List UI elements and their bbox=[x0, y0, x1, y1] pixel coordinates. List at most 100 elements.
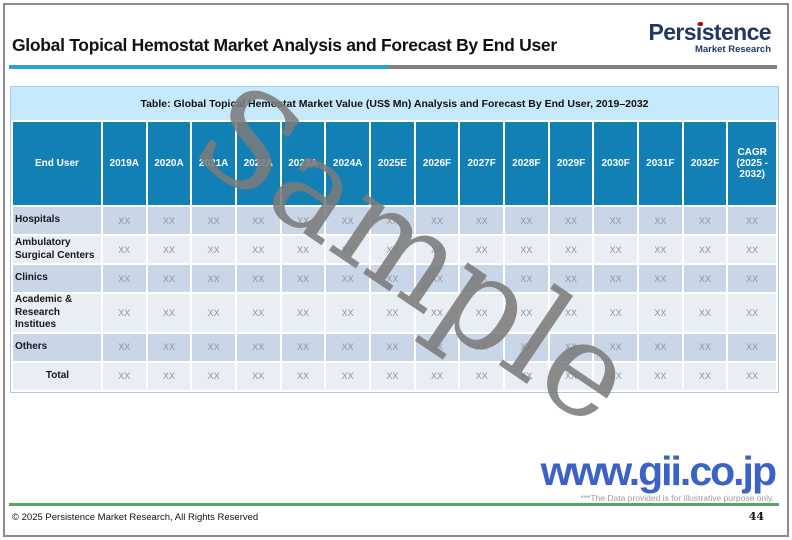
data-cell: XX bbox=[281, 207, 325, 234]
data-cell: XX bbox=[281, 333, 325, 361]
data-cell: XX bbox=[639, 362, 682, 390]
data-cell: XX bbox=[326, 294, 369, 332]
data-cell: XX bbox=[236, 333, 280, 361]
data-cell: XX bbox=[683, 333, 727, 361]
data-cell: XX bbox=[102, 294, 146, 332]
data-cell: XX bbox=[460, 362, 503, 390]
data-cell: XX bbox=[639, 294, 682, 332]
table-row: Hospitals XX XX XX XX XX XX XX XX XX XX XX XX XX XX XX bbox=[13, 207, 776, 234]
data-cell: XX bbox=[102, 333, 146, 361]
data-cell: XX bbox=[370, 265, 414, 292]
column-header: 2028F bbox=[505, 122, 548, 205]
data-cell: XX bbox=[683, 207, 727, 234]
data-cell: XX bbox=[236, 362, 280, 390]
data-cell: XX bbox=[549, 236, 593, 263]
data-cell: XX bbox=[192, 236, 235, 263]
data-cell: XX bbox=[549, 362, 593, 390]
data-cell: XX bbox=[415, 265, 459, 292]
data-cell: XX bbox=[147, 207, 191, 234]
data-cell: XX bbox=[326, 333, 369, 361]
data-cell: XX bbox=[326, 362, 369, 390]
data-cell: XX bbox=[236, 265, 280, 292]
column-header: 2027F bbox=[460, 122, 503, 205]
data-cell: XX bbox=[102, 207, 146, 234]
data-cell: XX bbox=[594, 362, 638, 390]
data-cell: XX bbox=[594, 207, 638, 234]
data-cell: XX bbox=[728, 362, 776, 390]
data-cell: XX bbox=[415, 333, 459, 361]
data-cell: XX bbox=[147, 294, 191, 332]
data-cell: XX bbox=[639, 236, 682, 263]
title-underline-gray-segment bbox=[389, 65, 777, 69]
row-label: Total bbox=[13, 362, 101, 390]
data-cell: XX bbox=[415, 236, 459, 263]
data-cell: XX bbox=[683, 362, 727, 390]
data-cell: XX bbox=[192, 333, 235, 361]
data-cell: XX bbox=[192, 294, 235, 332]
data-cell: XX bbox=[505, 362, 548, 390]
data-cell: XX bbox=[594, 265, 638, 292]
data-cell: XX bbox=[549, 207, 593, 234]
data-cell: XX bbox=[728, 265, 776, 292]
data-cell: XX bbox=[281, 265, 325, 292]
data-cell: XX bbox=[102, 236, 146, 263]
data-cell: XX bbox=[326, 207, 369, 234]
title-underline bbox=[9, 65, 777, 69]
data-cell: XX bbox=[147, 362, 191, 390]
column-header: 2020A bbox=[147, 122, 191, 205]
data-cell: XX bbox=[639, 265, 682, 292]
persistence-logo: Persistence Market Research bbox=[648, 20, 771, 55]
page-title: Global Topical Hemostat Market Analysis … bbox=[12, 35, 557, 55]
row-label: Academic & Research Institues bbox=[13, 294, 101, 332]
table-row: Clinics XX XX XX XX XX XX XX XX XX XX XX XX XX XX XX bbox=[13, 265, 776, 292]
data-cell: XX bbox=[281, 294, 325, 332]
data-cell: XX bbox=[370, 294, 414, 332]
data-cell: XX bbox=[505, 294, 548, 332]
table-caption: Table: Global Topical Hemostat Market Va… bbox=[11, 87, 778, 120]
data-cell: XX bbox=[728, 236, 776, 263]
table-body: Hospitals XX XX XX XX XX XX XX XX XX XX XX XX XX XX XX A… bbox=[13, 207, 776, 390]
data-cell: XX bbox=[370, 236, 414, 263]
data-cell: XX bbox=[370, 362, 414, 390]
data-cell: XX bbox=[147, 236, 191, 263]
column-header: 2025E bbox=[370, 122, 414, 205]
data-cell: XX bbox=[505, 236, 548, 263]
data-cell: XX bbox=[549, 333, 593, 361]
copyright-text: © 2025 Persistence Market Research, All … bbox=[12, 512, 259, 523]
data-cell: XX bbox=[236, 207, 280, 234]
data-cell: XX bbox=[639, 333, 682, 361]
column-header: 2032F bbox=[683, 122, 727, 205]
column-header: CAGR (2025 - 2032) bbox=[728, 122, 776, 205]
column-header: 2031F bbox=[639, 122, 682, 205]
column-header: 2023A bbox=[281, 122, 325, 205]
logo-brand-text: Persistence bbox=[648, 19, 771, 45]
table-row: Total XX XX XX XX XX XX XX XX XX XX XX XX XX XX XX bbox=[13, 362, 776, 390]
data-cell: XX bbox=[728, 207, 776, 234]
data-cell: XX bbox=[683, 236, 727, 263]
footer-divider bbox=[9, 503, 779, 506]
data-cell: XX bbox=[102, 265, 146, 292]
data-cell: XX bbox=[370, 333, 414, 361]
data-cell: XX bbox=[639, 207, 682, 234]
disclaimer-note: ***The Data provided is for illustrative… bbox=[580, 493, 774, 503]
row-label: Hospitals bbox=[13, 207, 101, 234]
data-cell: XX bbox=[505, 207, 548, 234]
logo-tagline: Market Research bbox=[694, 43, 771, 55]
data-cell: XX bbox=[505, 333, 548, 361]
data-cell: XX bbox=[683, 294, 727, 332]
data-cell: XX bbox=[192, 207, 235, 234]
column-header: 2026F bbox=[415, 122, 459, 205]
data-cell: XX bbox=[326, 236, 369, 263]
row-label: Ambulatory Surgical Centers bbox=[13, 236, 101, 263]
data-cell: XX bbox=[549, 294, 593, 332]
table-row: Academic & Research Institues XX XX XX XX XX X… bbox=[13, 294, 776, 332]
data-cell: XX bbox=[460, 294, 503, 332]
data-cell: XX bbox=[505, 265, 548, 292]
data-cell: XX bbox=[549, 265, 593, 292]
data-cell: XX bbox=[147, 333, 191, 361]
data-cell: XX bbox=[594, 236, 638, 263]
data-cell: XX bbox=[728, 333, 776, 361]
data-cell: XX bbox=[594, 294, 638, 332]
data-cell: XX bbox=[236, 236, 280, 263]
data-cell: XX bbox=[192, 362, 235, 390]
